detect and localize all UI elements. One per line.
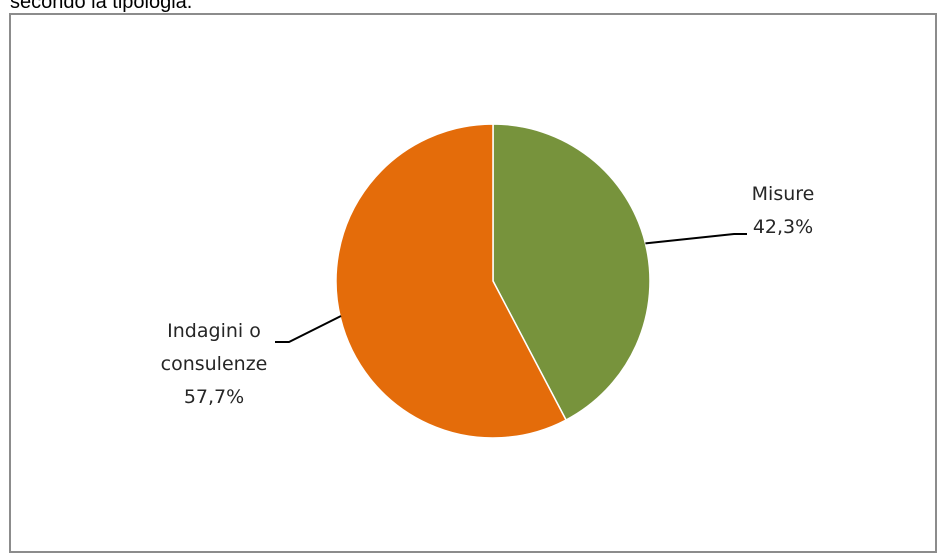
- data-label-indagini-line-2: consulenze: [161, 353, 268, 375]
- leader-line-misure: [645, 233, 747, 245]
- data-label-misure-line-1: Misure: [752, 183, 815, 205]
- pie-chart: Misure 42,3% Indagini o consulenze 57,7%: [161, 123, 815, 439]
- pie-slice-indagini-o-consulenze: [335, 123, 568, 439]
- data-label-indagini-line-3: 57,7%: [184, 386, 244, 408]
- leader-line-indagini: [275, 315, 342, 343]
- data-label-misure-line-2: 42,3%: [753, 216, 813, 238]
- pie-slice-misure: [492, 123, 651, 421]
- chart-caption: secondo la tipologia.: [10, 0, 193, 13]
- data-label-indagini-line-1: Indagini o: [167, 320, 261, 342]
- chart-area: Misure 42,3% Indagini o consulenze 57,7%: [9, 13, 937, 553]
